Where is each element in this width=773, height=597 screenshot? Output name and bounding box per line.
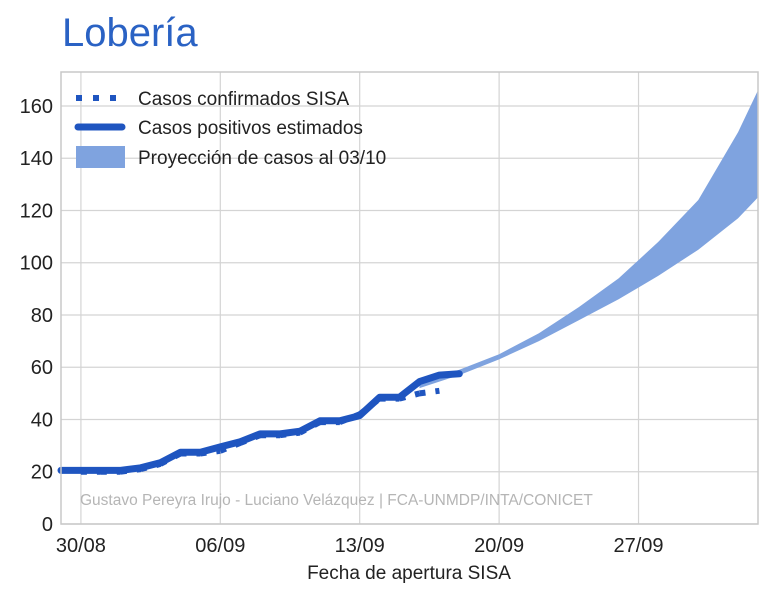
x-tick-label: 27/09 bbox=[613, 535, 663, 557]
credit-annotation: Gustavo Pereyra Irujo - Luciano Velázque… bbox=[80, 492, 593, 509]
x-tick-label: 06/09 bbox=[195, 535, 245, 557]
confirmed-cases-segment bbox=[279, 429, 301, 439]
plot-area: 0 20 40 60 80 100 120 140 160 30/08 06/09 13/09 20/0… bbox=[20, 71, 759, 557]
confirmed-cases-segment bbox=[298, 419, 322, 436]
y-tick-label: 20 bbox=[31, 462, 53, 484]
confirmed-cases-segment bbox=[159, 450, 182, 467]
legend-label-estimated: Casos positivos estimados bbox=[138, 118, 363, 139]
projection-band bbox=[419, 90, 758, 389]
y-tick-label: 40 bbox=[31, 409, 53, 431]
legend-label-confirmed: Casos confirmados SISA bbox=[138, 89, 350, 110]
y-tick-label: 160 bbox=[20, 96, 53, 118]
legend-label-projection: Proyección de casos al 03/10 bbox=[138, 148, 386, 169]
y-tick-label: 80 bbox=[31, 305, 53, 327]
confirmed-cases-segment bbox=[219, 440, 242, 454]
confirmed-cases-segment bbox=[419, 387, 440, 397]
chart-title: Lobería bbox=[62, 11, 198, 55]
confirmed-cases-segment bbox=[398, 390, 421, 402]
confirmed-cases-segment bbox=[120, 466, 142, 475]
legend: Casos confirmados SISA Casos positivos e… bbox=[74, 89, 386, 169]
x-tick-label: 20/09 bbox=[474, 535, 524, 557]
confirmed-cases-segment bbox=[139, 460, 162, 473]
legend-swatch-projection bbox=[76, 146, 125, 168]
confirmed-cases-segment bbox=[239, 432, 262, 446]
confirmed-cases-segment bbox=[338, 411, 361, 425]
x-tick-label: 30/08 bbox=[56, 535, 106, 557]
x-tick-label: 13/09 bbox=[335, 535, 385, 557]
plot-frame bbox=[60, 71, 759, 525]
y-tick-label: 120 bbox=[20, 200, 53, 222]
y-tick-label: 0 bbox=[42, 514, 53, 536]
x-axis-label: Fecha de apertura SISA bbox=[307, 563, 511, 584]
y-tick-label: 60 bbox=[31, 357, 53, 379]
confirmed-cases-segment bbox=[199, 447, 221, 457]
confirmed-cases-segment bbox=[357, 396, 382, 417]
plot-background bbox=[61, 72, 758, 524]
y-tick-label: 100 bbox=[20, 253, 53, 275]
y-tick-label: 140 bbox=[20, 148, 53, 170]
